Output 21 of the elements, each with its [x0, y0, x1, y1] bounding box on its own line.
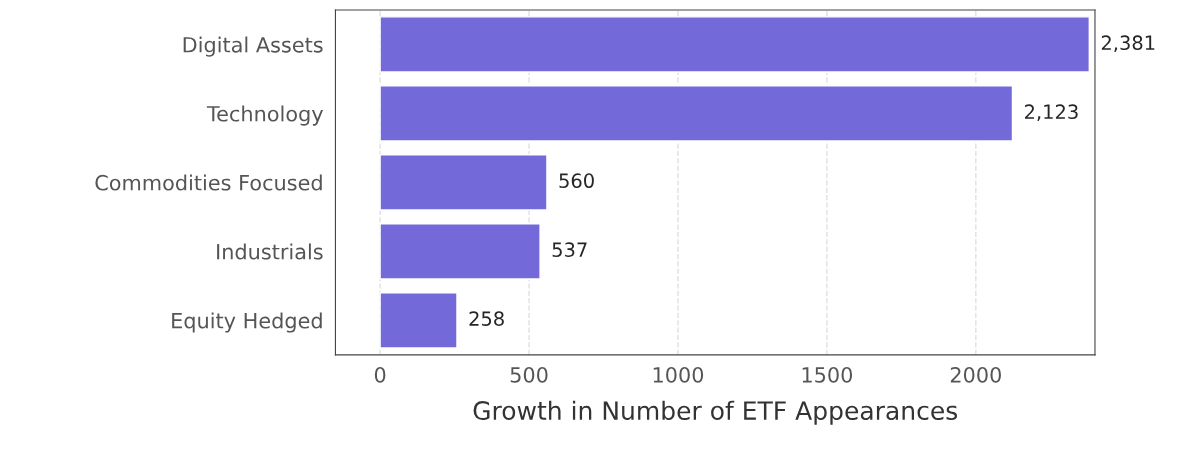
bar — [379, 292, 458, 349]
y-tick-label: Digital Assets — [183, 36, 323, 57]
data-label: 560 — [559, 173, 594, 189]
y-tick-label: Equity Hedged — [172, 312, 322, 333]
x-tick-label: 500 — [510, 366, 548, 383]
y-tick-label: Technology — [206, 105, 324, 126]
data-label: 2,123 — [1025, 104, 1078, 122]
y-tick-label: Commodities Focused — [95, 174, 322, 191]
y-tick-label: Industrials — [217, 243, 323, 260]
x-tick-label: 1500 — [802, 366, 853, 383]
data-label: 537 — [552, 242, 587, 257]
bar — [379, 154, 548, 211]
bar — [379, 85, 1014, 142]
data-label: 2,381 — [1101, 35, 1155, 53]
x-tick-label: 0 — [374, 366, 386, 383]
x-axis-title: Growth in Number of ETF Appearances — [473, 400, 958, 425]
bar — [379, 16, 1091, 73]
data-label: 258 — [469, 311, 504, 326]
bar — [379, 223, 541, 280]
x-tick-label: 2000 — [950, 366, 1001, 383]
x-tick-label: 1000 — [653, 366, 704, 383]
